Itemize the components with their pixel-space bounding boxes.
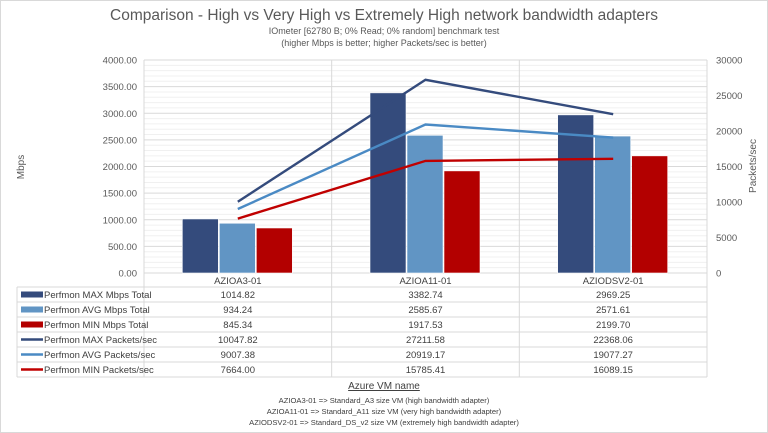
data-label: 2199.70 — [596, 320, 630, 331]
data-label: 10047.82 — [218, 335, 258, 346]
y2-tick-label: 5000 — [716, 233, 737, 244]
y-tick-label: 1000.00 — [103, 215, 137, 226]
line-perfmon-max-packets-sec — [237, 78, 614, 203]
data-label: 20919.17 — [406, 350, 446, 361]
data-label: 3382.74 — [408, 290, 442, 301]
data-label: 27211.58 — [406, 335, 445, 346]
data-label: 16089.15 — [593, 365, 633, 376]
data-label: 15785.41 — [406, 365, 446, 376]
data-label: 1917.53 — [408, 320, 442, 331]
data-label: 2585.67 — [408, 305, 442, 316]
y2-tick-label: 25000 — [716, 91, 742, 102]
bar-perfmon-avg-mbps-total — [406, 135, 444, 274]
data-label: 934.24 — [223, 305, 252, 316]
bar-perfmon-max-mbps-total — [182, 218, 219, 274]
y-tick-label: 500.00 — [108, 242, 137, 253]
data-label: 19077.27 — [593, 350, 633, 361]
line-series — [237, 78, 614, 220]
note-line: AZIOA11-01 => Standard_A11 size VM (very… — [266, 407, 502, 416]
data-label: 2571.61 — [596, 305, 630, 316]
legend-label: Perfmon AVG Mbps Total — [44, 305, 150, 316]
bar-perfmon-avg-mbps-total — [219, 222, 256, 274]
y2-tick-label: 15000 — [716, 162, 742, 173]
legend-label: Perfmon MIN Packets/sec — [44, 365, 154, 376]
legend-swatch-bar — [21, 291, 43, 298]
y-axis-title: Mbps — [16, 155, 27, 179]
y2-tick-label: 0 — [716, 269, 721, 280]
note-line: AZIOA3-01 => Standard_A3 size VM (high b… — [278, 396, 490, 405]
data-label: 22368.06 — [593, 335, 633, 346]
y-tick-label: 0.00 — [119, 269, 138, 280]
line-perfmon-min-packets-sec — [237, 157, 614, 220]
category-label: AZIODSV2-01 — [583, 276, 644, 287]
data-label: 1014.82 — [221, 290, 255, 301]
legend-label: Perfmon MIN Mbps Total — [44, 320, 148, 331]
chart-subtitle-1: IOmeter [62780 B; 0% Read; 0% random] be… — [268, 26, 500, 36]
note-line: AZIODSV2-01 => Standard_DS_v2 size VM (e… — [249, 418, 519, 427]
legend-label: Perfmon MAX Packets/sec — [44, 335, 157, 346]
y-tick-label: 4000.00 — [103, 56, 137, 67]
chart-subtitle-2: (higher Mbps is better; higher Packets/s… — [281, 38, 487, 48]
bar-perfmon-min-mbps-total — [443, 170, 481, 274]
data-label: 845.34 — [223, 320, 252, 331]
x-axis-title: Azure VM name — [348, 381, 420, 392]
legend-swatch-bar — [21, 306, 43, 313]
bar-perfmon-max-mbps-total — [369, 92, 407, 274]
legend-swatch-bar — [21, 321, 43, 328]
y-tick-label: 2000.00 — [103, 162, 137, 173]
chart-title: Comparison - High vs Very High vs Extrem… — [110, 7, 658, 24]
y2-tick-label: 20000 — [716, 127, 742, 138]
category-label: AZIOA11-01 — [399, 276, 451, 287]
legend-label: Perfmon AVG Packets/sec — [44, 350, 155, 361]
data-table: AZIOA3-01 AZIOA11-01 AZIODSV2-01 Perfmon MA… — [16, 273, 708, 378]
y-tick-label: 1500.00 — [103, 189, 137, 200]
y-tick-label: 3500.00 — [103, 82, 137, 93]
legend-label: Perfmon MAX Mbps Total — [44, 290, 152, 301]
y2-tick-label: 10000 — [716, 198, 742, 209]
y-axis-left: 0.00 500.00 1000.00 1500.00 2000.00 2500.00 30… — [103, 56, 137, 280]
category-label: AZIOA3-01 — [214, 276, 262, 287]
bar-perfmon-avg-mbps-total — [594, 135, 631, 274]
y-tick-label: 2500.00 — [103, 135, 137, 146]
y-axis-right: 0 5000 10000 15000 20000 25000 30000 — [716, 56, 742, 280]
y-tick-label: 3000.00 — [103, 109, 137, 120]
data-label: 9007.38 — [221, 350, 255, 361]
bar-perfmon-min-mbps-total — [256, 227, 293, 274]
bar-perfmon-max-mbps-total — [557, 114, 594, 274]
y2-axis-title: Packets/sec — [748, 139, 759, 193]
y2-tick-label: 30000 — [716, 56, 742, 67]
line-perfmon-avg-packets-sec — [237, 123, 614, 211]
bar-perfmon-min-mbps-total — [631, 155, 668, 274]
data-label: 2969.25 — [596, 290, 630, 301]
data-label: 7664.00 — [221, 365, 255, 376]
